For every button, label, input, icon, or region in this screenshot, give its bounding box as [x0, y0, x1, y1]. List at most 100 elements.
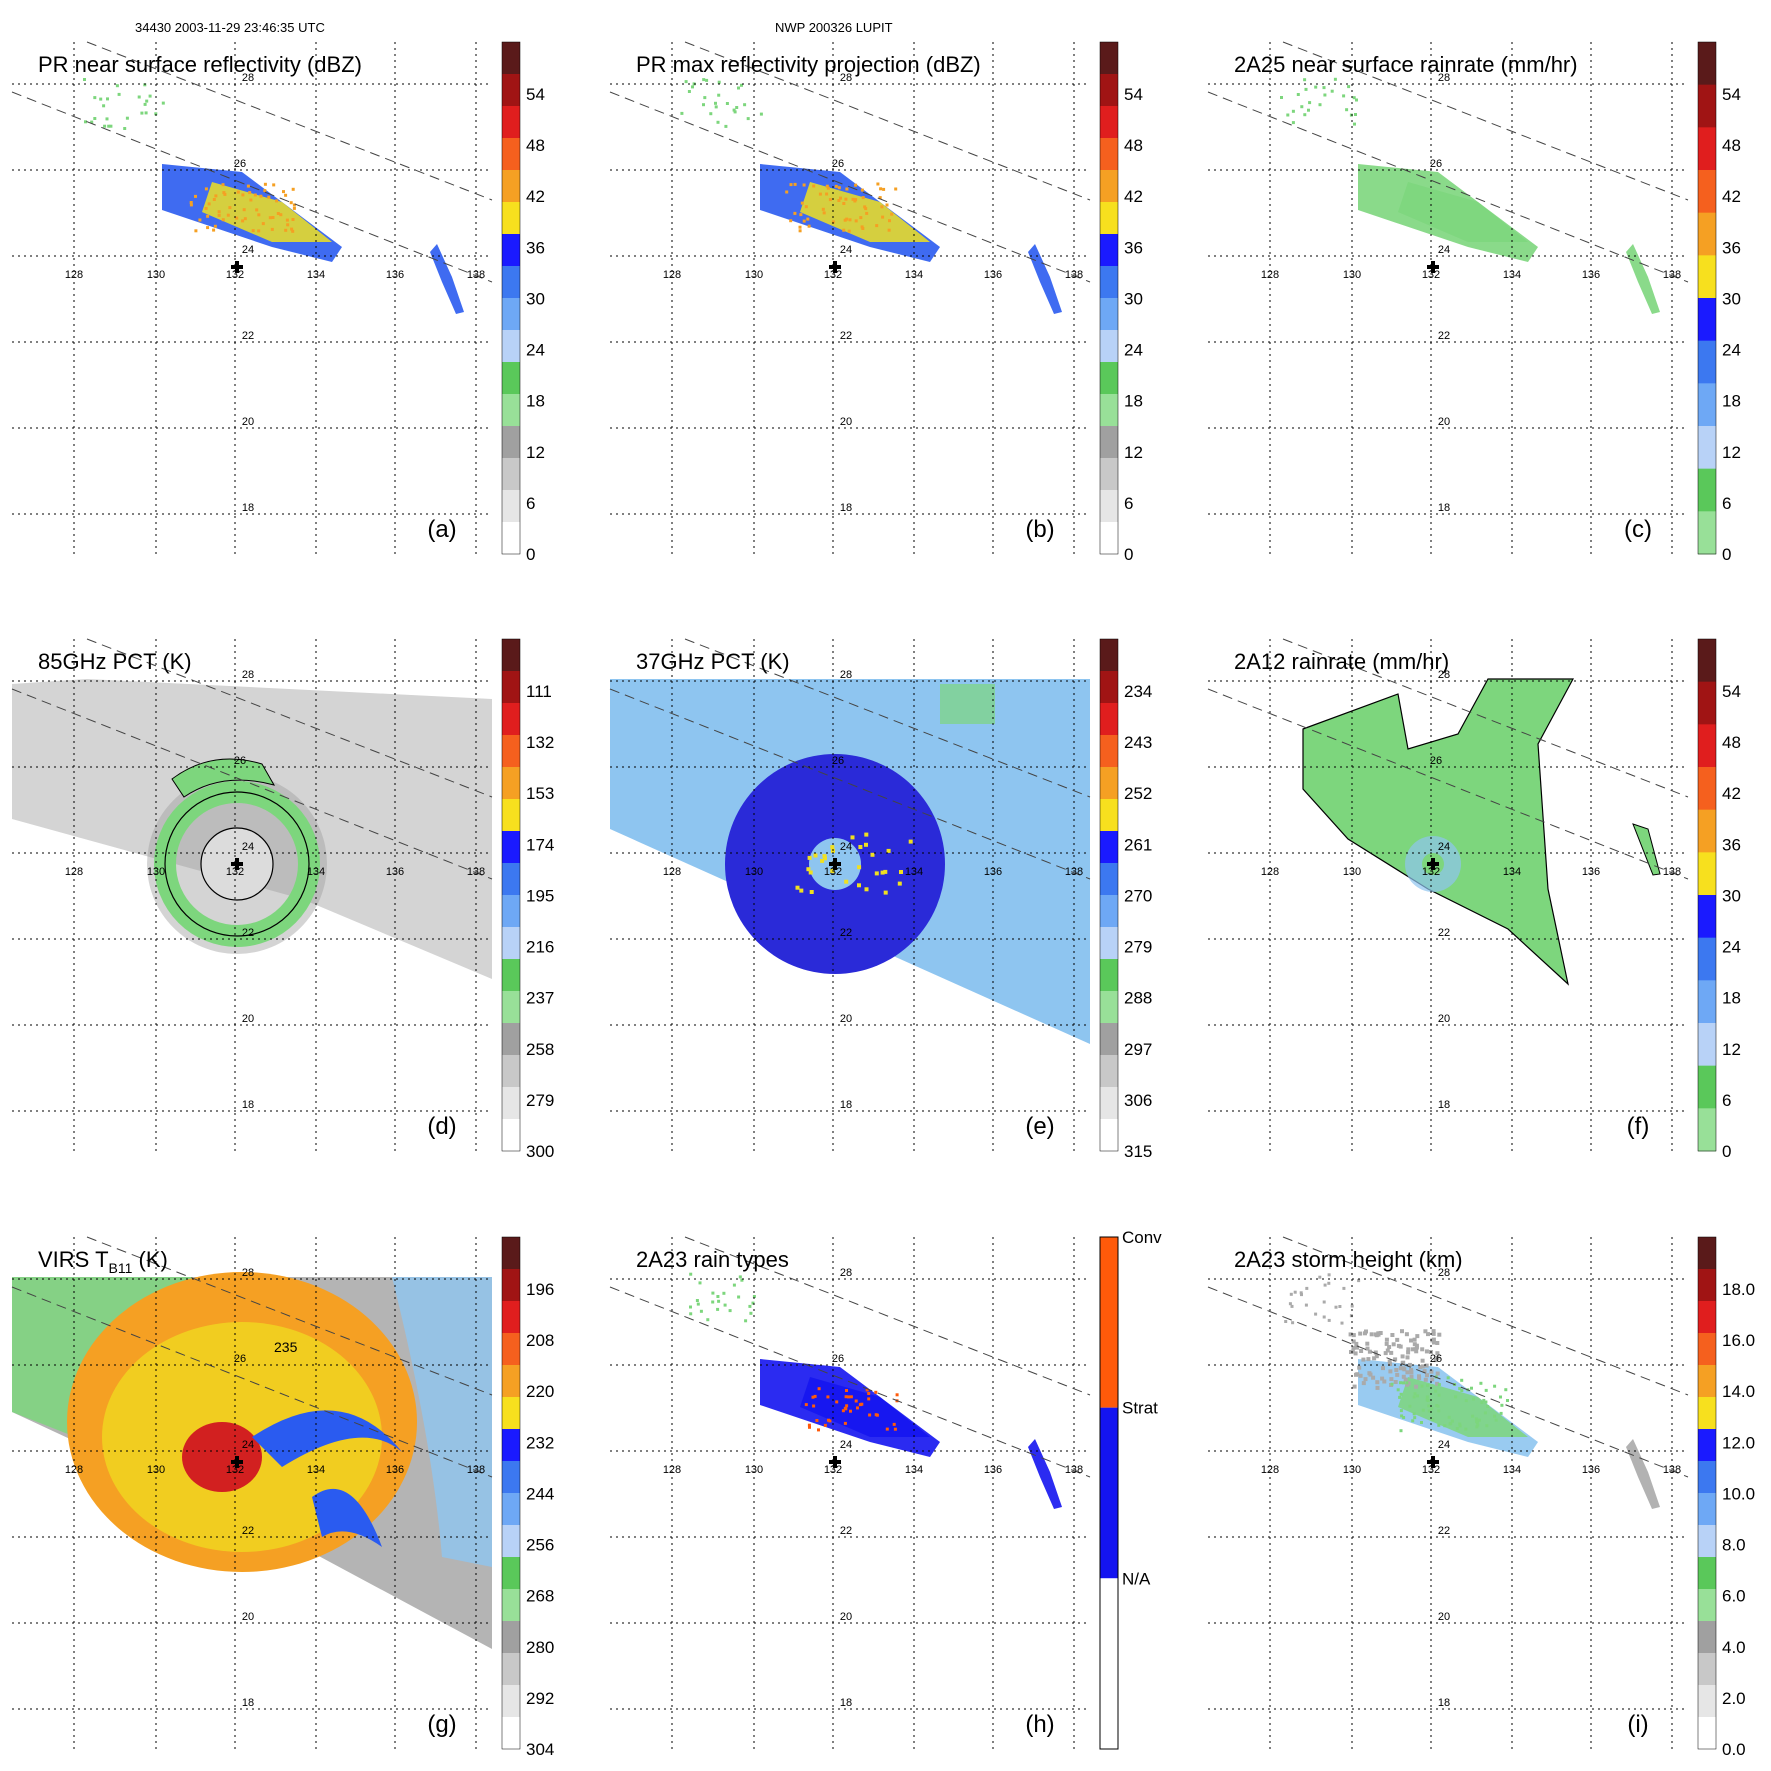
data-pixel: [843, 1406, 847, 1410]
echo-core: [800, 182, 930, 242]
east-band: [1632, 823, 1661, 876]
colorbar-segment: [1698, 1685, 1716, 1718]
colorbar-frame: [501, 638, 521, 1152]
data-pixel: [825, 184, 829, 188]
data-pixel: [1290, 1304, 1294, 1308]
data-pixel: [845, 217, 849, 221]
data-pixel: [221, 218, 225, 222]
colorbar-tick-label: 0: [1124, 545, 1133, 564]
data-pixel: [908, 839, 913, 844]
data-pixel: [799, 213, 803, 217]
data-pixel: [793, 211, 797, 215]
data-pixel: [802, 219, 806, 223]
data-pixel: [1464, 1399, 1468, 1403]
colorbar-segment: [1698, 767, 1716, 811]
data-pixel: [806, 867, 811, 872]
lat-label: 28: [840, 669, 852, 681]
panel-letter: (b): [1025, 516, 1054, 543]
colorbar-tick-label: 24: [1722, 938, 1741, 957]
data-pixel: [1350, 1304, 1354, 1308]
colorbar-tick-label: 48: [1124, 136, 1143, 155]
data-pixel: [752, 1295, 756, 1298]
data-pixel: [1400, 1329, 1404, 1334]
colorbar-segment: [502, 1621, 520, 1654]
data-pixel: [1387, 1345, 1392, 1349]
colorbar-tick-label: 234: [1124, 682, 1152, 701]
data-pixel: [827, 1418, 830, 1422]
data-pixel: [1375, 1380, 1380, 1385]
data-pixel: [817, 1428, 820, 1432]
colorbar-segment: [1100, 106, 1118, 139]
data-pixel: [861, 196, 865, 200]
panel-letter: (e): [1025, 1113, 1054, 1140]
data-pixel: [823, 1423, 827, 1427]
lat-label: 20: [242, 416, 254, 428]
data-pixel: [1486, 1405, 1490, 1408]
panel-letter: (h): [1025, 1711, 1054, 1738]
lat-label: 22: [242, 927, 254, 939]
panel-d: 128 130 132 134 136 138 28 26 24 22 20 18 85GHz PCT …: [11, 638, 554, 1161]
colorbar-segment: [502, 831, 520, 864]
colorbar-segment: [502, 458, 520, 491]
data-pixel: [837, 186, 841, 190]
colorbar-segment: [502, 1365, 520, 1398]
colorbar-tick-label: 14.0: [1722, 1382, 1755, 1401]
data-pixel: [246, 184, 250, 188]
dry-slot-2: [312, 1488, 382, 1547]
data-pixel: [879, 187, 883, 191]
data-pixel: [217, 213, 221, 217]
lat-label: 20: [840, 1013, 852, 1025]
data-pixel: [1299, 1291, 1303, 1295]
data-pixel: [285, 218, 289, 222]
data-pixel: [222, 191, 226, 195]
colorbar-segment: [502, 1525, 520, 1558]
data-pixel: [702, 78, 706, 82]
panel-letter: (d): [427, 1113, 456, 1140]
data-pixel: [1458, 1387, 1462, 1391]
colorbar-segment: [502, 1589, 520, 1622]
colorbar-tick-label: 6: [526, 494, 535, 513]
data-pixel: [1405, 1355, 1410, 1360]
colorbar-segment: [502, 106, 520, 139]
data-pixel: [1393, 1357, 1398, 1362]
colorbar-frame: [1697, 638, 1717, 1152]
data-pixel: [1412, 1412, 1416, 1416]
data-pixel: [257, 229, 261, 233]
data-pixel: [1291, 1321, 1295, 1325]
data-pixel: [1500, 1403, 1504, 1407]
data-pixel: [1401, 1374, 1406, 1379]
data-pixel: [899, 870, 903, 874]
data-pixel: [1402, 1367, 1407, 1372]
data-pixel: [809, 890, 814, 894]
data-pixel: [140, 111, 144, 115]
data-pixel: [1470, 1386, 1473, 1390]
data-pixel: [276, 212, 280, 215]
data-pixel: [1300, 1293, 1303, 1297]
data-pixel: [1423, 1377, 1428, 1382]
data-pixel: [1351, 1339, 1356, 1344]
echo-east-band: [430, 244, 464, 314]
data-pixel: [255, 208, 259, 212]
colorbar-tick-label: 196: [526, 1280, 554, 1299]
data-pixel: [1454, 1395, 1458, 1399]
storm-center-marker: [1427, 261, 1439, 273]
data-pixel: [1431, 1331, 1436, 1336]
data-pixel: [1417, 1376, 1422, 1380]
echo-core: [202, 182, 332, 242]
colorbar-segment: [1100, 138, 1118, 171]
data-pixel: [1458, 1424, 1462, 1428]
data-pixel: [854, 219, 858, 223]
colorbar-tick-label: 292: [526, 1689, 554, 1708]
data-pixel: [705, 78, 709, 82]
colorbar-segment: [502, 1397, 520, 1430]
data-pixel: [1380, 1376, 1385, 1381]
lon-label: 130: [1343, 866, 1361, 878]
outer-band: [171, 758, 276, 798]
lon-label: 128: [65, 1464, 83, 1476]
data-pixel: [1361, 1381, 1366, 1386]
data-pixel: [1389, 1377, 1394, 1382]
data-pixel: [1398, 1395, 1402, 1399]
colorbar-frame: [1697, 1236, 1717, 1750]
colorbar-segment: [1698, 255, 1716, 299]
lat-label: 18: [242, 502, 254, 514]
